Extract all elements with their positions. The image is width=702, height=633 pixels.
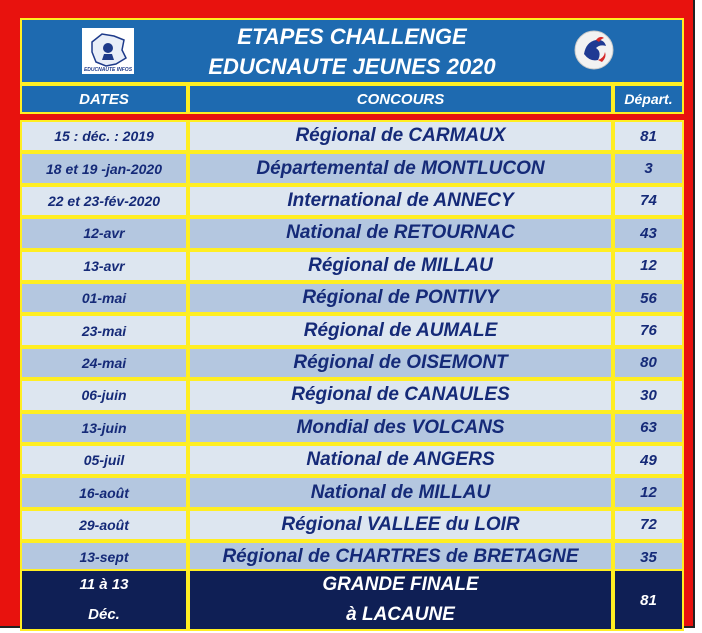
- row-concours: Régional de MILLAU: [188, 249, 613, 282]
- row-depart: 74: [613, 184, 684, 218]
- row-date: 13-avr: [20, 249, 188, 282]
- title-line-1: ETAPES CHALLENGE: [237, 24, 467, 49]
- row-concours: Départemental de MONTLUCON: [188, 152, 613, 185]
- final-concours-line-2: à LACAUNE: [346, 604, 455, 625]
- row-concours: Régional de PONTIVY: [188, 282, 613, 315]
- row-depart: 12: [613, 476, 684, 509]
- row-concours: Régional de AUMALE: [188, 314, 613, 347]
- row-date: 05-juil: [20, 444, 188, 477]
- title-line-2: EDUCNAUTE JEUNES 2020: [208, 54, 496, 79]
- row-depart: 72: [613, 508, 684, 542]
- row-depart: 43: [613, 217, 684, 250]
- header-depart: Départ.: [613, 84, 684, 114]
- row-depart: 56: [613, 282, 684, 315]
- row-date: 24-mai: [20, 346, 188, 380]
- row-concours: Régional de OISEMONT: [188, 346, 613, 380]
- row-date: 01-mai: [20, 282, 188, 315]
- row-date: 18 et 19 -jan-2020: [20, 152, 188, 185]
- row-date: 23-mai: [20, 314, 188, 347]
- row-depart: 80: [613, 346, 684, 380]
- row-date: 13-juin: [20, 411, 188, 444]
- logo-caption: EDUCNAUTE INFOS: [84, 67, 133, 73]
- row-date: 13-sept: [20, 541, 188, 574]
- row-date: 16-août: [20, 476, 188, 509]
- header-dates: DATES: [20, 84, 188, 114]
- row-concours: Mondial des VOLCANS: [188, 411, 613, 444]
- row-date: 12-avr: [20, 217, 188, 250]
- row-depart: 49: [613, 444, 684, 477]
- row-concours: National de ANGERS: [188, 444, 613, 477]
- final-concours-line-1: GRANDE FINALE: [322, 574, 479, 595]
- row-date: 29-août: [20, 508, 188, 542]
- row-concours: Régional de CARMAUX: [188, 120, 613, 153]
- rooster-logo: [574, 30, 614, 70]
- row-concours: Régional VALLEE du LOIR: [188, 508, 613, 542]
- final-concours: GRANDE FINALE à LACAUNE: [188, 569, 613, 631]
- final-depart: 81: [613, 569, 684, 631]
- row-depart: 3: [613, 152, 684, 185]
- row-date: 22 et 23-fév-2020: [20, 184, 188, 218]
- row-depart: 76: [613, 314, 684, 347]
- row-depart: 30: [613, 379, 684, 412]
- row-concours: National de MILLAU: [188, 476, 613, 509]
- row-concours: International de ANNECY: [188, 184, 613, 218]
- row-date: 15 : déc. : 2019: [20, 120, 188, 153]
- row-depart: 12: [613, 249, 684, 282]
- row-concours: Régional de CANAULES: [188, 379, 613, 412]
- row-depart: 81: [613, 120, 684, 153]
- row-depart: 63: [613, 411, 684, 444]
- title-banner: EDUCNAUTE INFOS ETAPES CHALLENGE EDUCNAU…: [20, 18, 684, 84]
- final-date-line-2: Déc.: [88, 606, 120, 623]
- france-map-logo: EDUCNAUTE INFOS: [82, 28, 134, 74]
- final-date: 11 à 13 Déc.: [20, 569, 188, 631]
- row-concours: National de RETOURNAC: [188, 217, 613, 250]
- header-concours: CONCOURS: [188, 84, 613, 114]
- row-date: 06-juin: [20, 379, 188, 412]
- final-date-line-1: 11 à 13: [79, 576, 129, 593]
